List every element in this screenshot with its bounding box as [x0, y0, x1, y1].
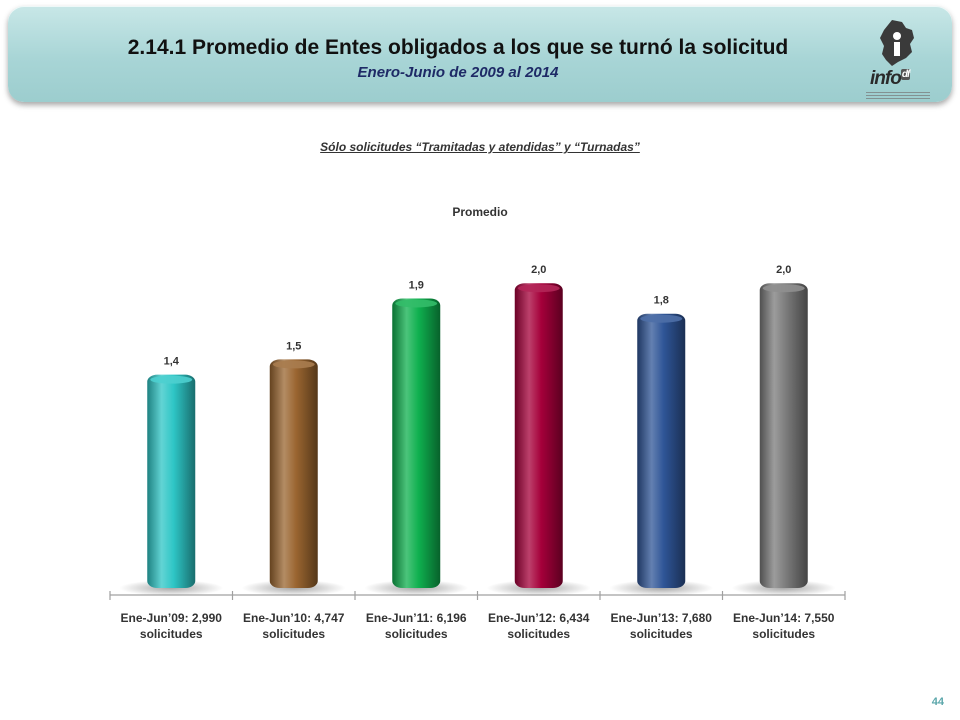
bars [147, 283, 808, 588]
bar-cap-5 [762, 284, 805, 293]
data-labels: 1,4 1,5 1,9 2,0 1,8 2,0 [164, 264, 792, 367]
bar-2 [392, 298, 441, 588]
data-label: 2,0 [531, 264, 546, 276]
data-label: 1,5 [286, 340, 301, 352]
bar-5 [759, 283, 808, 588]
category-label: Ene-Jun’14: 7,550 solicitudes [733, 611, 835, 641]
bar-1 [269, 359, 318, 588]
bar-chart: 1,4 1,5 1,9 2,0 1,8 2,0 Ene-Jun’09: 2,990 soli… [109, 264, 846, 641]
category-label: Ene-Jun’13: 7,680 solicitudes [611, 611, 713, 641]
data-label: 2,0 [776, 264, 791, 276]
category-label: Ene-Jun’12: 6,434 solicitudes [488, 611, 590, 641]
infodf-logo: infodf [862, 18, 932, 102]
page-number: 44 [931, 696, 944, 708]
bar-cap-0 [150, 375, 193, 384]
category-label: Ene-Jun’10: 4,747 solicitudes [243, 611, 345, 641]
chart-title: Promedio [452, 205, 508, 219]
data-label: 1,4 [164, 356, 180, 368]
category-label: Ene-Jun’11: 6,196 solicitudes [366, 611, 467, 641]
bar-cap-1 [272, 360, 315, 369]
bar-0 [147, 374, 196, 588]
bar-cap-4 [640, 314, 683, 323]
bar-4 [637, 313, 686, 588]
x-axis [109, 591, 846, 600]
logo-wordmark: infodf [870, 68, 910, 89]
data-label: 1,8 [654, 295, 669, 307]
bar-cap-3 [517, 284, 560, 293]
data-label: 1,9 [409, 279, 424, 291]
chart-subtitle: Sólo solicitudes “Tramitadas y atendidas… [320, 140, 640, 154]
logo-fine-print [866, 92, 930, 100]
bar-cap-2 [395, 299, 438, 308]
page-subtitle: Enero-Junio de 2009 al 2014 [357, 64, 559, 81]
page-title: 2.14.1 Promedio de Entes obligados a los… [127, 36, 789, 59]
bar-3 [514, 283, 563, 588]
category-labels: Ene-Jun’09: 2,990 solicitudes Ene-Jun’10: … [121, 611, 835, 641]
map-silhouette-icon [880, 20, 914, 66]
category-label: Ene-Jun’09: 2,990 solicitudes [121, 611, 223, 641]
header-banner: 2.14.1 Promedio de Entes obligados a los… [8, 6, 952, 102]
